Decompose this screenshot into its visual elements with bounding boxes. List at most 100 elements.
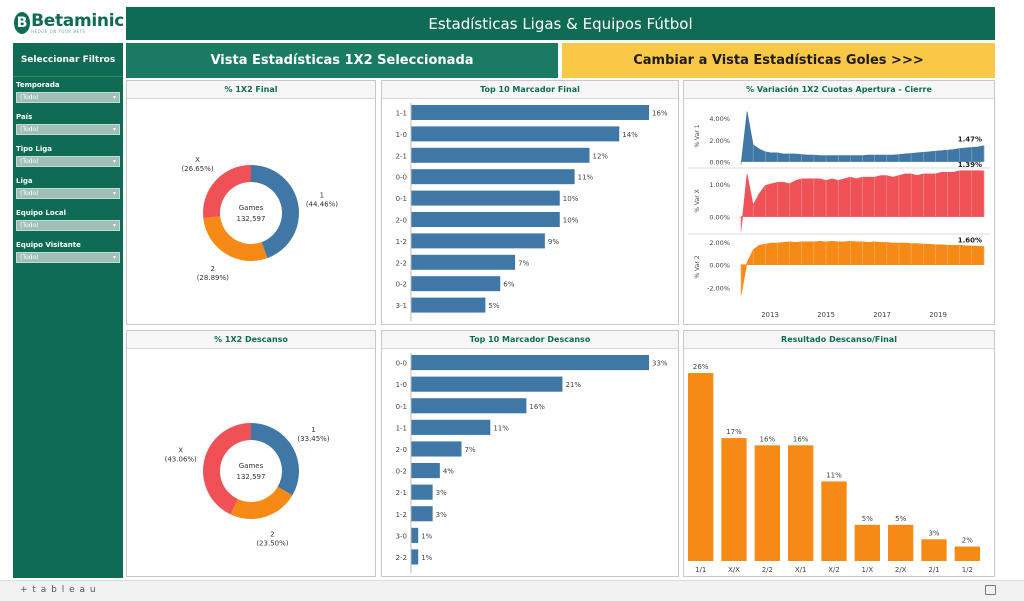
filter-label: Equipo Local xyxy=(16,209,66,217)
switch-view-button[interactable]: Cambiar a Vista Estadísticas Goles >>> xyxy=(562,43,995,78)
category-label: 2-2 xyxy=(396,259,407,267)
y-axis-label: % Var X xyxy=(694,189,701,212)
panel-title: % 1X2 Descanso xyxy=(127,331,375,349)
current-view-button[interactable]: Vista Estadísticas 1X2 Seleccionada xyxy=(126,43,558,78)
bar-1-2 xyxy=(411,506,433,522)
bar-2-0 xyxy=(411,441,462,457)
y-tick-label: -2.00% xyxy=(707,285,730,293)
filter-0: Temporada (Todo) ▾ xyxy=(16,81,120,109)
value-label: 11% xyxy=(578,174,594,182)
category-label: 2-0 xyxy=(396,446,407,454)
filter-value: (Todo) xyxy=(20,158,39,165)
chevron-down-icon: ▾ xyxy=(112,94,116,101)
bar-1/2 xyxy=(954,546,980,561)
value-label: 1% xyxy=(421,554,432,562)
area-odds-variation: 4.00% 2.00% 0.00% % Var 1 1.47% 1.00% 0.00% % V… xyxy=(688,111,990,319)
panel-title: % Variación 1X2 Cuotas Apertura - Cierre xyxy=(684,81,994,99)
category-label: 1-0 xyxy=(396,131,407,139)
bar-2-2 xyxy=(411,254,516,270)
x-tick-label: 2015 xyxy=(817,311,835,319)
chevron-down-icon: ▾ xyxy=(112,254,116,261)
bar-2/X xyxy=(888,524,914,561)
category-label: 1/2 xyxy=(962,566,973,574)
logo-b-icon: B xyxy=(14,12,31,34)
bar-0-2 xyxy=(411,276,501,292)
category-label: 1/X xyxy=(862,566,874,574)
filter-3: Liga (Todo) ▾ xyxy=(16,177,120,205)
category-label: 1-2 xyxy=(396,238,407,246)
category-label: X/1 xyxy=(795,566,807,574)
filter-label: País xyxy=(16,113,33,121)
value-label: 9% xyxy=(548,238,559,246)
tableau-logo[interactable]: + t a b l e a u xyxy=(20,585,97,595)
value-label: 16% xyxy=(760,435,776,443)
bar-X/1 xyxy=(788,445,814,561)
value-label: 26% xyxy=(693,363,709,371)
chevron-down-icon: ▾ xyxy=(112,222,116,229)
dashboard-title: Estadísticas Ligas & Equipos Fútbol xyxy=(126,7,995,40)
slice-name-label: 1 xyxy=(320,192,324,200)
category-label: 1-0 xyxy=(396,381,407,389)
bar-1-1 xyxy=(411,105,649,120)
y-axis-label: % Var 2 xyxy=(694,255,701,278)
panel-title: Top 10 Marcador Descanso xyxy=(382,331,678,349)
category-label: 2-2 xyxy=(396,554,407,562)
slice-name-label: X xyxy=(178,446,183,454)
category-label: 2/1 xyxy=(928,566,939,574)
fullscreen-icon[interactable] xyxy=(985,585,996,595)
donut-slice-1 xyxy=(251,423,299,496)
filter-dropdown[interactable]: (Todo) ▾ xyxy=(16,188,120,199)
y-axis-label: % Var 1 xyxy=(694,124,701,147)
filter-label: Tipo Liga xyxy=(16,145,53,153)
category-label: X/X xyxy=(728,566,740,574)
value-label: 14% xyxy=(622,131,638,139)
category-label: 3-0 xyxy=(396,532,407,540)
filter-dropdown[interactable]: (Todo) ▾ xyxy=(16,124,120,135)
donut-center-value: 132,597 xyxy=(237,215,266,223)
y-tick-label: 4.00% xyxy=(709,115,730,123)
bar-1-1 xyxy=(411,419,491,435)
value-label: 10% xyxy=(563,195,579,203)
bar-1-2 xyxy=(411,233,545,249)
y-tick-label: 0.00% xyxy=(709,262,730,270)
category-label: 2-0 xyxy=(396,216,407,224)
slice-name-label: 2 xyxy=(270,531,274,539)
filter-2: Tipo Liga (Todo) ▾ xyxy=(16,145,120,173)
panel-title: Top 10 Marcador Final xyxy=(382,81,678,99)
filter-5: Equipo Visitante (Todo) ▾ xyxy=(16,241,120,269)
filter-1: País (Todo) ▾ xyxy=(16,113,120,141)
donut-slice-2 xyxy=(203,216,268,261)
bar-2/2 xyxy=(754,445,780,561)
bar-top10-descanso: 0-0 33% 1-0 21% 0-1 16% 1-1 11% 2-0 7% 0-2 4% 2-1 3% 1… xyxy=(396,353,668,573)
bar-2-1 xyxy=(411,484,433,500)
slice-percent-label: (26.65%) xyxy=(181,165,213,173)
filter-dropdown[interactable]: (Todo) ▾ xyxy=(16,220,120,231)
filter-dropdown[interactable]: (Todo) ▾ xyxy=(16,156,120,167)
value-label: 16% xyxy=(652,109,668,117)
brand-name: Betaminic xyxy=(31,10,124,31)
value-label: 3% xyxy=(436,511,447,519)
value-label: 5% xyxy=(862,515,873,523)
y-tick-label: 2.00% xyxy=(709,239,730,247)
value-label: 5% xyxy=(488,302,499,310)
slice-percent-label: (28.89%) xyxy=(197,274,229,282)
panel-odds-variation: % Variación 1X2 Cuotas Apertura - Cierre… xyxy=(683,80,995,325)
category-label: 2-1 xyxy=(396,489,407,497)
value-label: 11% xyxy=(493,424,509,432)
panel-title: Resultado Descanso/Final xyxy=(684,331,994,349)
value-label: 33% xyxy=(652,360,668,368)
y-tick-label: 0.00% xyxy=(709,159,730,167)
panel-1x2-final: % 1X2 Final 1 (44.46%) 2 (28.89%) X (26.65%) G… xyxy=(126,80,376,325)
y-tick-label: 0.00% xyxy=(709,214,730,222)
chevron-down-icon: ▾ xyxy=(112,190,116,197)
filter-dropdown[interactable]: (Todo) ▾ xyxy=(16,252,120,263)
filter-label: Temporada xyxy=(16,81,60,89)
category-label: X/2 xyxy=(828,566,840,574)
bar-X/X xyxy=(721,438,747,561)
slice-percent-label: (33.45%) xyxy=(297,435,329,443)
filter-label: Liga xyxy=(16,177,33,185)
filter-dropdown[interactable]: (Todo) ▾ xyxy=(16,92,120,103)
betaminic-logo[interactable]: B Betaminic HEDGE ON YOUR BETS xyxy=(14,6,124,40)
bar-0-2 xyxy=(411,463,440,479)
